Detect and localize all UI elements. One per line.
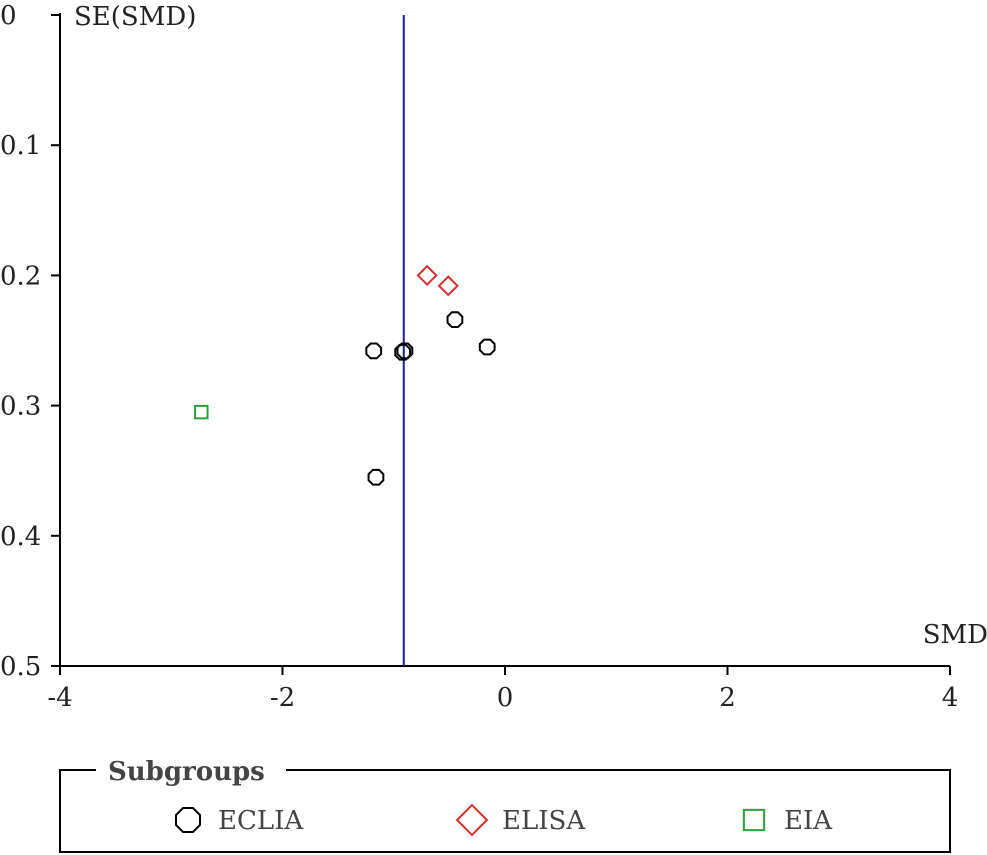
legend-title-background — [96, 760, 286, 780]
data-point-elisa — [416, 264, 438, 287]
data-point-elisa — [437, 275, 459, 297]
legend-entry-eclia: ECLIA — [174, 806, 304, 836]
data-point-eclia — [365, 342, 383, 360]
y-tick-label: 0.3 — [0, 392, 41, 422]
y-axis-ticks: 0 0.1 0.2 0.3 0.4 0.5 — [0, 1, 60, 682]
data-points — [194, 264, 496, 486]
legend-marker-eia — [742, 808, 766, 832]
legend-entry-elisa: ELISA — [455, 803, 586, 837]
data-point-eia — [194, 404, 209, 420]
legend-title: Subgroups — [108, 757, 265, 787]
x-tick-label: -4 — [47, 683, 72, 713]
x-axis-title: SMD — [923, 620, 987, 650]
legend-label: ECLIA — [218, 806, 304, 836]
y-axis-title: SE(SMD) — [74, 2, 196, 32]
y-tick-label: 0 — [0, 1, 17, 31]
data-point-eclia — [394, 343, 412, 361]
data-point-eclia — [478, 338, 496, 356]
legend-entries: ECLIA ELISA EIA — [174, 803, 833, 837]
legend-marker-eclia — [174, 806, 202, 834]
y-tick-label: 0.2 — [0, 261, 41, 291]
y-tick-label: 0.5 — [0, 652, 41, 682]
x-tick-label: 4 — [942, 683, 959, 713]
data-point-eclia — [446, 311, 464, 329]
x-tick-label: -2 — [270, 683, 295, 713]
legend-entry-eia: EIA — [742, 806, 833, 836]
legend: Subgroups ECLIA ELISA EIA — [59, 757, 951, 853]
x-axis-ticks: -4 -2 0 2 4 — [47, 666, 958, 713]
y-tick-label: 0.4 — [0, 522, 41, 552]
x-tick-label: 0 — [497, 683, 514, 713]
x-tick-label: 2 — [719, 683, 736, 713]
data-point-eclia — [396, 342, 414, 360]
legend-marker-elisa — [455, 803, 489, 837]
legend-box — [59, 769, 951, 853]
data-point-eclia — [367, 468, 385, 486]
legend-label: ELISA — [502, 806, 586, 836]
y-tick-label: 0.1 — [0, 131, 41, 161]
legend-label: EIA — [784, 806, 833, 836]
